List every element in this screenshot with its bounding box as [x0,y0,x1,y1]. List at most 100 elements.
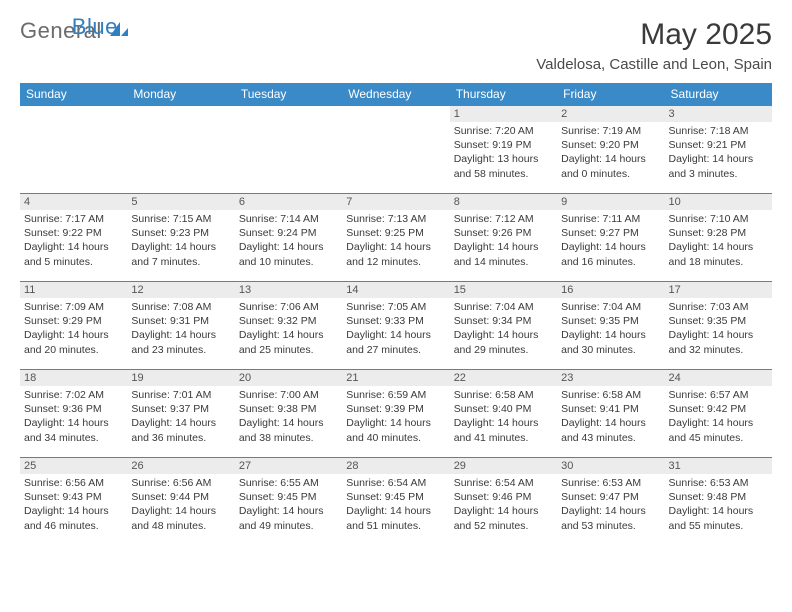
sunrise-line: Sunrise: 6:59 AM [346,388,445,402]
day-number: 1 [450,106,557,122]
sunrise-line: Sunrise: 7:14 AM [239,212,338,226]
day-number: 6 [235,194,342,210]
day-content: Sunrise: 7:06 AMSunset: 9:32 PMDaylight:… [235,298,342,361]
daylight-line: Daylight: 14 hours and 52 minutes. [454,504,553,532]
day-number: 16 [557,282,664,298]
sunrise-line: Sunrise: 7:15 AM [131,212,230,226]
day-content: Sunrise: 6:56 AMSunset: 9:43 PMDaylight:… [20,474,127,537]
sunset-line: Sunset: 9:41 PM [561,402,660,416]
daylight-line: Daylight: 14 hours and 23 minutes. [131,328,230,356]
calendar-day-cell: 1Sunrise: 7:20 AMSunset: 9:19 PMDaylight… [450,106,557,194]
day-content: Sunrise: 7:13 AMSunset: 9:25 PMDaylight:… [342,210,449,273]
calendar-page: General Blue May 2025 Valdelosa, Castill… [0,0,792,546]
sunset-line: Sunset: 9:23 PM [131,226,230,240]
weekday-header: Tuesday [235,83,342,106]
day-number: 31 [665,458,772,474]
calendar-day-cell: 24Sunrise: 6:57 AMSunset: 9:42 PMDayligh… [665,370,772,458]
day-content: Sunrise: 7:03 AMSunset: 9:35 PMDaylight:… [665,298,772,361]
weekday-header: Monday [127,83,234,106]
day-number: 21 [342,370,449,386]
day-number: 25 [20,458,127,474]
sunset-line: Sunset: 9:22 PM [24,226,123,240]
daylight-line: Daylight: 14 hours and 10 minutes. [239,240,338,268]
day-content: Sunrise: 6:57 AMSunset: 9:42 PMDaylight:… [665,386,772,449]
calendar-day-cell: 5Sunrise: 7:15 AMSunset: 9:23 PMDaylight… [127,194,234,282]
day-content: Sunrise: 6:53 AMSunset: 9:47 PMDaylight:… [557,474,664,537]
sunset-line: Sunset: 9:33 PM [346,314,445,328]
calendar-day-cell: 7Sunrise: 7:13 AMSunset: 9:25 PMDaylight… [342,194,449,282]
day-content: Sunrise: 7:01 AMSunset: 9:37 PMDaylight:… [127,386,234,449]
calendar-day-cell: 15Sunrise: 7:04 AMSunset: 9:34 PMDayligh… [450,282,557,370]
daylight-line: Daylight: 14 hours and 7 minutes. [131,240,230,268]
day-content: Sunrise: 6:55 AMSunset: 9:45 PMDaylight:… [235,474,342,537]
calendar-day-cell: 21Sunrise: 6:59 AMSunset: 9:39 PMDayligh… [342,370,449,458]
day-number: 20 [235,370,342,386]
day-content: Sunrise: 6:58 AMSunset: 9:41 PMDaylight:… [557,386,664,449]
daylight-line: Daylight: 14 hours and 0 minutes. [561,152,660,180]
sunset-line: Sunset: 9:25 PM [346,226,445,240]
day-content: Sunrise: 7:12 AMSunset: 9:26 PMDaylight:… [450,210,557,273]
daylight-line: Daylight: 14 hours and 41 minutes. [454,416,553,444]
calendar-day-cell: 29Sunrise: 6:54 AMSunset: 9:46 PMDayligh… [450,458,557,546]
calendar-day-cell: 23Sunrise: 6:58 AMSunset: 9:41 PMDayligh… [557,370,664,458]
sunset-line: Sunset: 9:35 PM [669,314,768,328]
sunset-line: Sunset: 9:42 PM [669,402,768,416]
daylight-line: Daylight: 14 hours and 55 minutes. [669,504,768,532]
day-content: Sunrise: 6:53 AMSunset: 9:48 PMDaylight:… [665,474,772,537]
daylight-line: Daylight: 14 hours and 3 minutes. [669,152,768,180]
calendar-day-cell: 4Sunrise: 7:17 AMSunset: 9:22 PMDaylight… [20,194,127,282]
day-number [235,106,342,122]
sunset-line: Sunset: 9:45 PM [346,490,445,504]
day-number: 12 [127,282,234,298]
sunset-line: Sunset: 9:44 PM [131,490,230,504]
sunrise-line: Sunrise: 7:04 AM [454,300,553,314]
day-number: 28 [342,458,449,474]
day-number: 27 [235,458,342,474]
sunrise-line: Sunrise: 7:12 AM [454,212,553,226]
sunset-line: Sunset: 9:47 PM [561,490,660,504]
calendar-day-cell [127,106,234,194]
sunset-line: Sunset: 9:28 PM [669,226,768,240]
calendar-day-cell: 26Sunrise: 6:56 AMSunset: 9:44 PMDayligh… [127,458,234,546]
sunrise-line: Sunrise: 6:54 AM [454,476,553,490]
daylight-line: Daylight: 14 hours and 5 minutes. [24,240,123,268]
sunrise-line: Sunrise: 6:53 AM [669,476,768,490]
calendar-day-cell: 16Sunrise: 7:04 AMSunset: 9:35 PMDayligh… [557,282,664,370]
calendar-week-row: 25Sunrise: 6:56 AMSunset: 9:43 PMDayligh… [20,458,772,546]
calendar-day-cell: 10Sunrise: 7:10 AMSunset: 9:28 PMDayligh… [665,194,772,282]
day-number [342,106,449,122]
weekday-header: Thursday [450,83,557,106]
calendar-day-cell: 6Sunrise: 7:14 AMSunset: 9:24 PMDaylight… [235,194,342,282]
daylight-line: Daylight: 14 hours and 29 minutes. [454,328,553,356]
sunset-line: Sunset: 9:20 PM [561,138,660,152]
day-content: Sunrise: 7:19 AMSunset: 9:20 PMDaylight:… [557,122,664,185]
day-content: Sunrise: 7:02 AMSunset: 9:36 PMDaylight:… [20,386,127,449]
daylight-line: Daylight: 14 hours and 48 minutes. [131,504,230,532]
calendar-day-cell: 13Sunrise: 7:06 AMSunset: 9:32 PMDayligh… [235,282,342,370]
day-content: Sunrise: 7:09 AMSunset: 9:29 PMDaylight:… [20,298,127,361]
day-number: 3 [665,106,772,122]
day-number: 22 [450,370,557,386]
sunrise-line: Sunrise: 7:11 AM [561,212,660,226]
sunset-line: Sunset: 9:43 PM [24,490,123,504]
daylight-line: Daylight: 14 hours and 18 minutes. [669,240,768,268]
calendar-day-cell: 11Sunrise: 7:09 AMSunset: 9:29 PMDayligh… [20,282,127,370]
day-content: Sunrise: 7:18 AMSunset: 9:21 PMDaylight:… [665,122,772,185]
calendar-day-cell: 20Sunrise: 7:00 AMSunset: 9:38 PMDayligh… [235,370,342,458]
day-content: Sunrise: 7:04 AMSunset: 9:35 PMDaylight:… [557,298,664,361]
day-number: 13 [235,282,342,298]
calendar-day-cell: 25Sunrise: 6:56 AMSunset: 9:43 PMDayligh… [20,458,127,546]
day-content: Sunrise: 7:08 AMSunset: 9:31 PMDaylight:… [127,298,234,361]
weekday-header: Wednesday [342,83,449,106]
calendar-day-cell: 27Sunrise: 6:55 AMSunset: 9:45 PMDayligh… [235,458,342,546]
day-content: Sunrise: 6:58 AMSunset: 9:40 PMDaylight:… [450,386,557,449]
daylight-line: Daylight: 14 hours and 12 minutes. [346,240,445,268]
month-title: May 2025 [536,18,772,52]
daylight-line: Daylight: 14 hours and 25 minutes. [239,328,338,356]
day-content: Sunrise: 7:11 AMSunset: 9:27 PMDaylight:… [557,210,664,273]
day-number: 17 [665,282,772,298]
day-number [20,106,127,122]
daylight-line: Daylight: 14 hours and 16 minutes. [561,240,660,268]
day-content: Sunrise: 6:54 AMSunset: 9:45 PMDaylight:… [342,474,449,537]
day-number: 15 [450,282,557,298]
